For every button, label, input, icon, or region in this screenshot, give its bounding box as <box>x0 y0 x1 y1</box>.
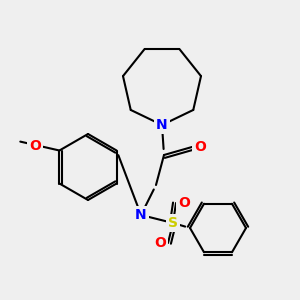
Text: S: S <box>168 216 178 230</box>
Text: N: N <box>156 118 168 132</box>
Text: O: O <box>154 236 166 250</box>
Text: N: N <box>135 208 147 222</box>
Text: O: O <box>194 140 206 154</box>
Text: O: O <box>178 196 190 210</box>
Text: O: O <box>29 139 41 152</box>
